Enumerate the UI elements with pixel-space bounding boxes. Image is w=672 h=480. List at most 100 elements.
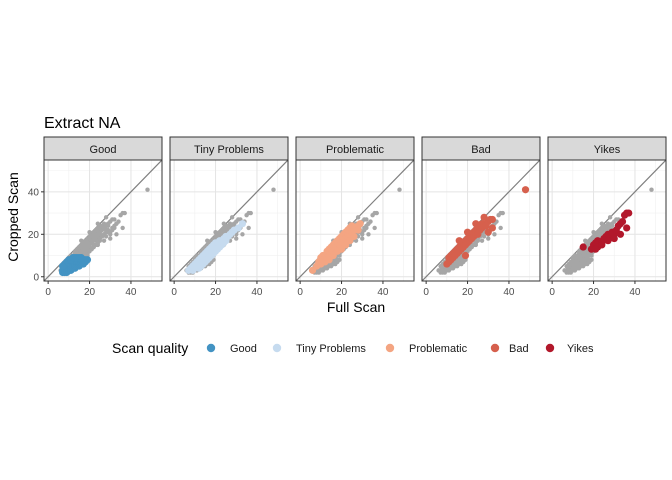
legend-label-bad: Bad <box>509 343 529 355</box>
background-point <box>607 215 613 220</box>
panel-border <box>421 159 541 282</box>
legend-swatch-yikes <box>545 343 555 353</box>
data-point-bad <box>488 224 496 232</box>
background-point <box>95 242 101 248</box>
data-point-bad <box>480 213 488 221</box>
background-point <box>85 246 90 252</box>
background-point <box>112 217 117 222</box>
data-point-yikes <box>579 243 587 251</box>
panel-marks <box>44 160 162 281</box>
data-point-good <box>83 256 92 264</box>
background-point <box>95 221 101 226</box>
x-tick-label: 20 <box>588 287 600 298</box>
panel-marks <box>296 160 414 281</box>
data-point-yikes <box>610 234 618 243</box>
background-point <box>498 225 503 231</box>
background-point <box>120 225 125 231</box>
background-point <box>591 229 596 235</box>
background-point <box>108 236 113 241</box>
chart-title: Extract NA <box>44 115 121 132</box>
background-point <box>213 229 218 235</box>
background-point <box>372 225 377 231</box>
background-point <box>89 246 94 252</box>
background-point <box>397 187 402 192</box>
x-tick-label: 0 <box>423 287 429 298</box>
data-point-yikes <box>592 245 600 253</box>
background-point <box>366 232 371 237</box>
background-point <box>114 232 119 237</box>
facet-yikes: Yikes 0 20 40 <box>547 136 667 298</box>
background-point <box>229 215 235 220</box>
facet-problematic: Problematic 0 20 40 <box>295 136 415 298</box>
background-point <box>246 225 251 231</box>
x-tick-label: 0 <box>171 287 177 298</box>
data-point-problematic <box>350 232 358 241</box>
panel-marks <box>422 160 540 281</box>
legend-label-yikes: Yikes <box>567 343 594 355</box>
legend-label-good: Good <box>230 343 257 355</box>
x-tick-label: 20 <box>336 287 348 298</box>
y-tick-label: 0 <box>33 272 39 283</box>
facet-strip-label: Good <box>90 144 117 156</box>
y-tick-label: 40 <box>28 187 40 198</box>
data-point-bad <box>488 215 496 224</box>
background-point <box>473 242 479 248</box>
background-point <box>145 187 150 192</box>
y-tick-label: 20 <box>28 230 40 241</box>
background-point <box>609 223 615 229</box>
background-point <box>79 238 84 243</box>
identity-line <box>548 160 666 281</box>
data-point-yikes <box>618 217 627 226</box>
background-point <box>492 232 497 237</box>
x-tick-label: 40 <box>251 287 263 298</box>
background-point <box>355 215 361 220</box>
facet-strip-label: Tiny Problems <box>194 144 264 156</box>
background-point <box>105 223 111 229</box>
background-point <box>436 268 441 273</box>
background-point <box>271 187 276 192</box>
background-point <box>374 210 379 216</box>
legend-swatch-good <box>206 343 216 353</box>
data-point-problematic <box>354 226 362 234</box>
panel-marks <box>548 160 666 281</box>
legend-swatch-problematic <box>385 343 395 353</box>
data-point-yikes <box>598 241 606 249</box>
background-point <box>486 236 491 241</box>
data-point-bad <box>474 230 482 238</box>
background-point <box>108 232 113 237</box>
background-point <box>649 187 654 192</box>
background-point <box>234 236 239 241</box>
data-point-bad <box>463 228 472 236</box>
data-point-yikes <box>623 224 631 232</box>
facet-strip-label: Problematic <box>326 144 385 156</box>
x-tick-label: 0 <box>297 287 303 298</box>
data-point-yikes <box>616 230 625 238</box>
legend: Scan quality Good Tiny Problems Problemati… <box>112 340 594 356</box>
background-point <box>91 238 96 243</box>
background-point <box>116 219 121 224</box>
background-point <box>103 215 109 220</box>
data-point-bad <box>521 186 530 194</box>
facet-strip-label: Bad <box>471 144 491 156</box>
background-point <box>500 210 505 216</box>
data-point-yikes <box>604 237 612 245</box>
background-point <box>599 221 605 226</box>
background-point <box>240 232 245 237</box>
background-point <box>101 238 107 243</box>
y-axis-title: Cropped Scan <box>5 172 21 262</box>
data-point-tiny-problems <box>238 220 247 228</box>
facet-bad: Bad 0 20 40 <box>421 136 541 298</box>
facet-tiny-problems: Tiny Problems 0 20 40 <box>169 136 289 298</box>
x-tick-label: 40 <box>377 287 389 298</box>
background-point <box>221 221 227 226</box>
data-point-good <box>59 262 67 270</box>
background-point <box>566 263 571 269</box>
data-point-yikes <box>625 209 633 217</box>
background-point <box>479 238 485 243</box>
panel-marks <box>170 160 288 281</box>
background-point <box>481 234 487 239</box>
panel-border <box>295 159 415 282</box>
background-point <box>248 210 253 216</box>
